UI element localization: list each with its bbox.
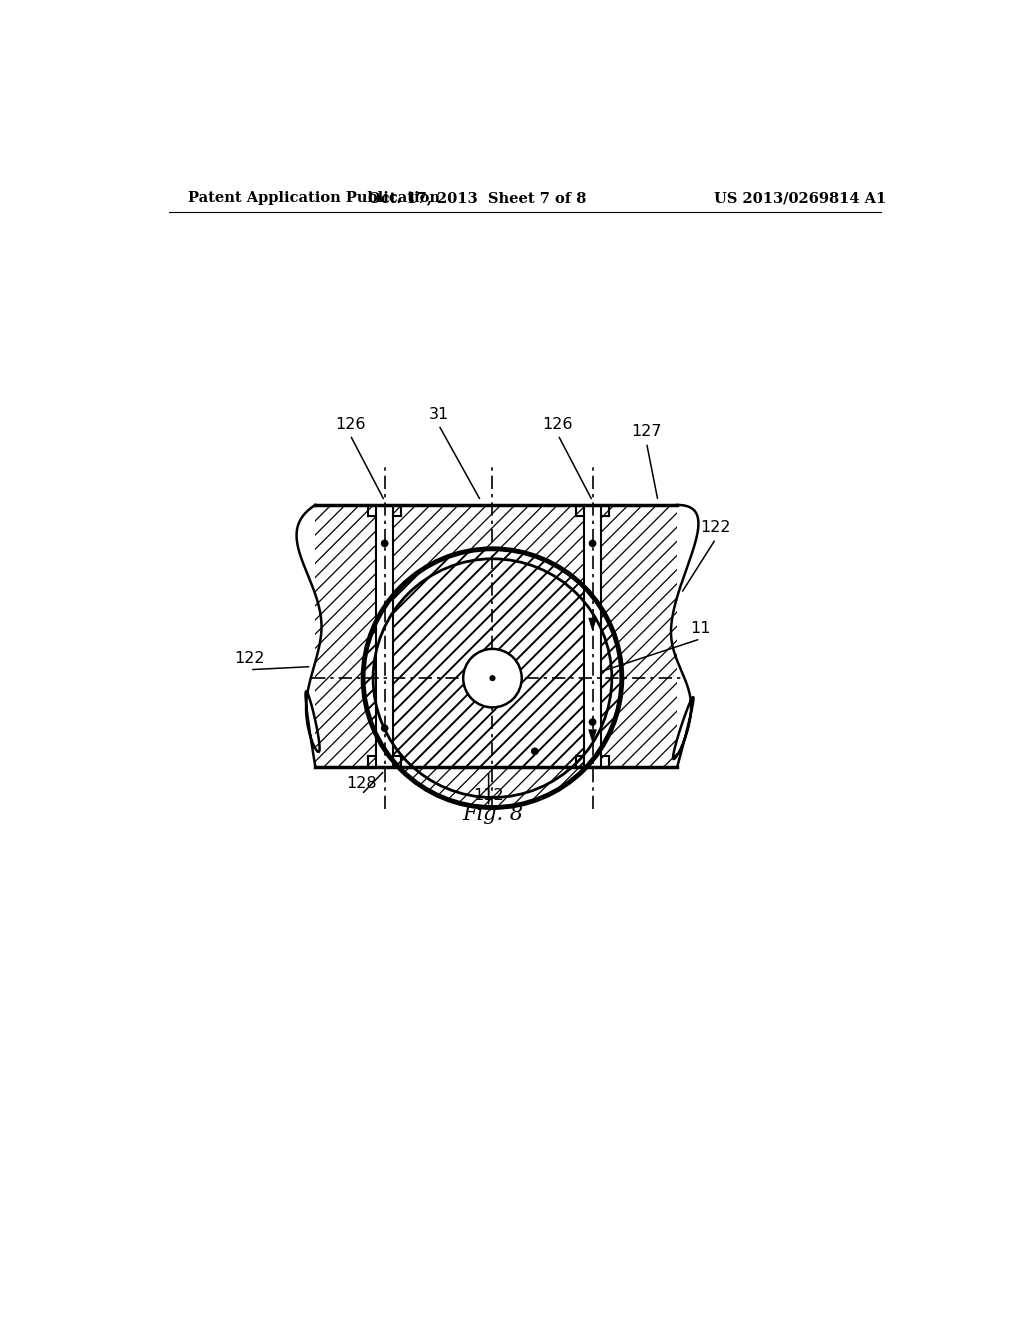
Polygon shape (315, 506, 677, 767)
Polygon shape (589, 618, 596, 631)
Circle shape (589, 718, 596, 726)
Text: 128: 128 (346, 776, 377, 791)
Circle shape (589, 540, 596, 548)
Polygon shape (376, 506, 393, 767)
Text: 11: 11 (690, 620, 711, 636)
Text: 122: 122 (700, 520, 731, 536)
Text: Patent Application Publication: Patent Application Publication (188, 191, 440, 206)
Circle shape (531, 747, 539, 755)
Text: 126: 126 (335, 417, 366, 432)
Circle shape (381, 540, 388, 548)
Circle shape (364, 549, 622, 808)
Text: 112: 112 (473, 788, 504, 804)
Text: US 2013/0269814 A1: US 2013/0269814 A1 (715, 191, 887, 206)
Text: 122: 122 (234, 651, 265, 667)
Polygon shape (584, 506, 601, 767)
Text: 31: 31 (428, 407, 449, 421)
Circle shape (381, 725, 388, 733)
Polygon shape (315, 506, 677, 767)
Circle shape (463, 649, 521, 708)
Text: Oct. 17, 2013  Sheet 7 of 8: Oct. 17, 2013 Sheet 7 of 8 (368, 191, 587, 206)
Circle shape (463, 649, 521, 708)
Text: 126: 126 (543, 417, 573, 432)
Polygon shape (589, 730, 596, 742)
Circle shape (489, 675, 496, 681)
Text: 127: 127 (631, 424, 662, 440)
Text: Fig. 8: Fig. 8 (462, 805, 523, 824)
